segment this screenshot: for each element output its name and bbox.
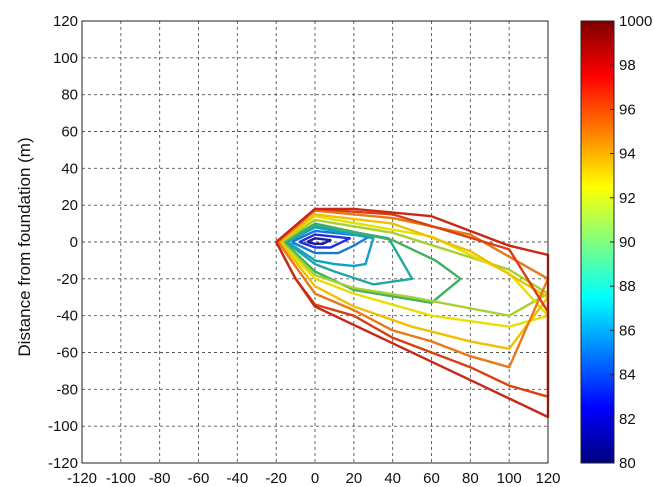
y-tick-label: 80: [61, 87, 78, 104]
x-tick-label: -100: [106, 470, 136, 487]
y-tick-label: 40: [61, 160, 78, 177]
contour-line: [306, 237, 332, 246]
colorbar-tick-label: 94: [619, 146, 636, 163]
contour-line: [281, 218, 550, 317]
x-tick-label: -40: [226, 470, 248, 487]
y-tick-label: -20: [56, 271, 78, 288]
colorbar-tick-label: 84: [619, 367, 636, 384]
y-tick-label: -120: [48, 455, 78, 472]
y-tick-label: 0: [70, 234, 78, 251]
contour-line: [298, 233, 352, 249]
x-tick-label: -80: [149, 470, 171, 487]
grid: [82, 21, 548, 463]
x-tick-label: 120: [535, 470, 560, 487]
y-tick-labels: 120 100 80 60 40 20 0 -20 -40 -60 -80 -100 -120: [48, 13, 78, 472]
contour-line: [283, 222, 462, 304]
x-tick-label: 40: [384, 470, 401, 487]
colorbar-tick-labels: 1000 98 96 94 92 90 88 86 84 82 80: [610, 13, 652, 472]
contour-line: [275, 207, 550, 419]
colorbar-tick-label: 86: [619, 322, 636, 339]
plot-frame: [81, 20, 549, 464]
colorbar-tick-label: 80: [619, 455, 636, 472]
y-tick-label: 60: [61, 124, 78, 141]
contour-line: [291, 229, 371, 255]
x-tick-label: -60: [188, 470, 210, 487]
y-tick-label: -60: [56, 345, 78, 362]
contour-line: [279, 213, 550, 350]
y-tick-label: 100: [53, 50, 78, 67]
colorbar-tick-label: 90: [619, 234, 636, 251]
x-tick-label: 100: [497, 470, 522, 487]
x-tick-label: 20: [345, 470, 362, 487]
x-tick-label: 80: [462, 470, 479, 487]
x-tick-label: 0: [311, 470, 319, 487]
contour-line: [277, 209, 550, 369]
contour-line: [275, 207, 550, 398]
x-tick-label: -20: [265, 470, 287, 487]
x-tick-label: 60: [423, 470, 440, 487]
contour-line: [285, 224, 414, 286]
contour-lines: [275, 207, 550, 419]
y-tick-label: 20: [61, 197, 78, 214]
colorbar-tick-label: 82: [619, 411, 636, 428]
y-tick-label: -100: [48, 418, 78, 435]
y-tick-label: -80: [56, 381, 78, 398]
y-tick-label: -40: [56, 308, 78, 325]
y-axis-label: Distance from foundation (m): [15, 137, 34, 356]
colorbar-tick-label: 96: [619, 101, 636, 118]
colorbar-tick-label: 88: [619, 278, 636, 295]
x-tick-labels: -120 -100 -80 -60 -40 -20 0 20 40 60 80 100 120: [67, 470, 561, 487]
colorbar: [580, 20, 615, 464]
y-tick-label: 120: [53, 13, 78, 30]
colorbar-tick-label: 1000: [619, 13, 652, 30]
colorbar-tick-label: 92: [619, 190, 636, 207]
colorbar-tick-label: 98: [619, 57, 636, 74]
x-tick-label: -120: [67, 470, 97, 487]
contour-line: [287, 226, 375, 268]
